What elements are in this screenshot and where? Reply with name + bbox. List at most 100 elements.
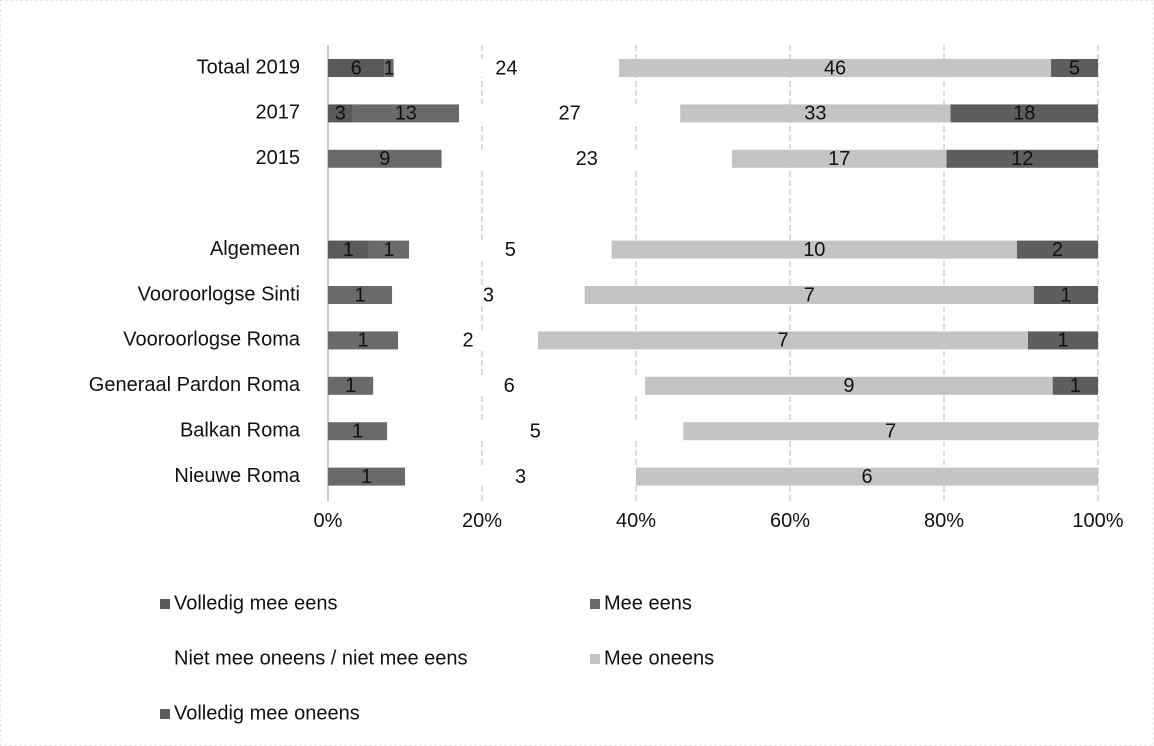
- y-tick-label: Algemeen: [210, 238, 300, 260]
- data-label: 1: [383, 239, 394, 261]
- data-label: 6: [861, 466, 872, 488]
- x-tick-label: 60%: [770, 510, 810, 532]
- bar-segment: [946, 149, 1098, 168]
- legend-swatch: [160, 709, 170, 719]
- bar-segment: [328, 467, 405, 486]
- bar-segment: [409, 240, 612, 259]
- data-label: 1: [1060, 284, 1071, 306]
- y-tick-label: Nieuwe Roma: [174, 465, 300, 487]
- y-tick-label: Vooroorlogse Sinti: [138, 283, 300, 305]
- legend-label: Volledig mee oneens: [174, 702, 360, 724]
- bar-segment: [619, 59, 1052, 77]
- legend-swatch: [160, 599, 170, 609]
- data-label: 2: [462, 330, 473, 352]
- data-label: 1: [357, 330, 368, 352]
- bar-segment: [1033, 286, 1098, 304]
- legend-label: Volledig mee eens: [174, 592, 337, 614]
- bar-segment: [731, 149, 947, 168]
- data-label: 6: [504, 375, 515, 397]
- legend-label: Niet mee oneens / niet mee eens: [174, 647, 468, 669]
- bar-segment: [683, 422, 1098, 441]
- bar-segment: [368, 240, 410, 259]
- data-label: 5: [530, 420, 541, 442]
- x-tick-label: 100%: [1072, 510, 1123, 532]
- data-label: 33: [804, 103, 826, 125]
- y-tick-label: 2015: [256, 147, 301, 169]
- data-label: 1: [383, 57, 394, 79]
- y-tick-label: Totaal 2019: [197, 56, 300, 78]
- data-label: 9: [843, 375, 854, 397]
- data-label: 6: [351, 57, 362, 79]
- data-label: 1: [352, 420, 363, 442]
- data-label: 17: [828, 148, 850, 170]
- data-label: 18: [1013, 103, 1035, 125]
- bar-segment: [352, 104, 460, 123]
- data-label: 5: [505, 239, 516, 261]
- bar-segment: [405, 467, 636, 486]
- data-label: 1: [361, 466, 372, 488]
- bar-segment: [387, 422, 684, 441]
- bar-segment: [392, 286, 585, 304]
- bar-segment: [373, 376, 646, 395]
- data-label: 10: [803, 239, 825, 261]
- y-tick-label: Vooroorlogse Roma: [123, 329, 301, 351]
- bar-segment: [441, 149, 732, 168]
- data-label: 2: [1052, 239, 1063, 261]
- bar-segment: [328, 331, 398, 350]
- bar-segment: [538, 331, 1028, 350]
- data-label: 1: [343, 239, 354, 261]
- data-label: 3: [515, 466, 526, 488]
- bar-segment: [328, 149, 442, 168]
- bar-segment: [328, 59, 385, 77]
- y-tick-label: 2017: [256, 102, 301, 124]
- data-label: 1: [345, 375, 356, 397]
- bar-segment: [459, 104, 681, 123]
- x-tick-label: 0%: [314, 510, 343, 532]
- bar-segment: [384, 59, 394, 77]
- bar-segment: [1052, 376, 1098, 395]
- data-label: 7: [777, 330, 788, 352]
- bar-segment: [393, 59, 620, 77]
- data-label: 5: [1069, 57, 1080, 79]
- y-tick-label: Generaal Pardon Roma: [89, 374, 301, 396]
- y-tick-label: Balkan Roma: [180, 419, 301, 441]
- data-label: 27: [559, 103, 581, 125]
- legend-swatch: [590, 654, 600, 664]
- data-label: 12: [1011, 148, 1033, 170]
- data-label: 3: [483, 284, 494, 306]
- bar-segment: [1051, 59, 1098, 77]
- bar-segment: [1016, 240, 1098, 259]
- legend-swatch: [160, 654, 170, 664]
- bar-segment: [328, 286, 393, 304]
- data-label: 1: [355, 284, 366, 306]
- data-label: 13: [395, 103, 417, 125]
- data-label: 24: [495, 57, 517, 79]
- legend-label: Mee eens: [604, 592, 692, 614]
- bar-segment: [645, 376, 1053, 395]
- bar-segment: [611, 240, 1017, 259]
- data-label: 46: [824, 57, 846, 79]
- bar-segment: [328, 240, 369, 259]
- data-label: 23: [576, 148, 598, 170]
- x-tick-label: 80%: [924, 510, 964, 532]
- x-tick-label: 20%: [462, 510, 502, 532]
- data-label: 7: [885, 420, 896, 442]
- bar-segment: [398, 331, 538, 350]
- bar-segment: [328, 104, 353, 123]
- x-tick-label: 40%: [616, 510, 656, 532]
- bar-segment: [328, 376, 374, 395]
- data-label: 7: [804, 284, 815, 306]
- bar-segment: [680, 104, 951, 123]
- data-label: 1: [1057, 330, 1068, 352]
- bar-segment: [950, 104, 1098, 123]
- bar-segment: [328, 422, 388, 441]
- legend-swatch: [590, 599, 600, 609]
- data-label: 3: [335, 103, 346, 125]
- bar-segment: [584, 286, 1034, 304]
- legend-label: Mee oneens: [604, 647, 714, 669]
- bar-segment: [636, 467, 1098, 486]
- data-label: 9: [379, 148, 390, 170]
- data-label: 1: [1070, 375, 1081, 397]
